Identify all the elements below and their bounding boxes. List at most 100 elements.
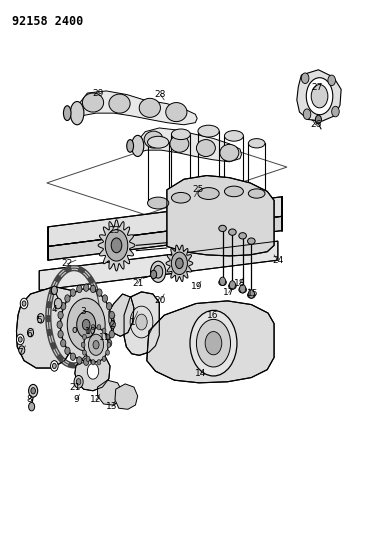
- Circle shape: [229, 281, 236, 289]
- Text: 19: 19: [192, 282, 203, 291]
- Text: 29: 29: [92, 88, 103, 98]
- Circle shape: [71, 325, 79, 335]
- Circle shape: [240, 285, 246, 293]
- Text: 15: 15: [247, 289, 259, 298]
- Circle shape: [70, 289, 75, 296]
- Polygon shape: [48, 197, 282, 246]
- Ellipse shape: [172, 192, 190, 203]
- Ellipse shape: [172, 129, 190, 140]
- Circle shape: [102, 328, 106, 333]
- Circle shape: [219, 277, 226, 286]
- Circle shape: [20, 298, 28, 309]
- Polygon shape: [48, 216, 282, 260]
- Text: 16: 16: [206, 311, 218, 320]
- Circle shape: [22, 301, 26, 306]
- Polygon shape: [16, 287, 79, 368]
- Ellipse shape: [239, 233, 246, 239]
- Circle shape: [87, 364, 99, 379]
- Circle shape: [82, 350, 86, 355]
- Circle shape: [65, 295, 70, 302]
- Text: 92158 2400: 92158 2400: [11, 15, 83, 28]
- Text: 27: 27: [312, 83, 323, 92]
- Circle shape: [97, 353, 102, 360]
- Ellipse shape: [144, 131, 163, 148]
- Text: 25: 25: [193, 185, 204, 195]
- Circle shape: [77, 357, 82, 364]
- Circle shape: [67, 298, 105, 351]
- Circle shape: [102, 347, 108, 354]
- Ellipse shape: [229, 229, 236, 235]
- Circle shape: [311, 85, 328, 108]
- Ellipse shape: [70, 101, 84, 125]
- Text: 9: 9: [73, 395, 79, 404]
- Text: 28: 28: [155, 90, 166, 99]
- Ellipse shape: [219, 279, 226, 286]
- Ellipse shape: [127, 140, 134, 152]
- Circle shape: [175, 258, 183, 269]
- Circle shape: [154, 265, 163, 278]
- Circle shape: [16, 334, 24, 345]
- Circle shape: [105, 230, 128, 261]
- Circle shape: [91, 325, 95, 330]
- Polygon shape: [109, 294, 134, 336]
- Circle shape: [82, 319, 90, 330]
- Circle shape: [106, 302, 112, 310]
- Circle shape: [28, 328, 34, 337]
- Polygon shape: [75, 91, 197, 125]
- Ellipse shape: [224, 131, 244, 141]
- Circle shape: [86, 356, 90, 361]
- Circle shape: [106, 340, 112, 347]
- Circle shape: [29, 402, 35, 411]
- Text: 20: 20: [155, 296, 166, 305]
- Circle shape: [328, 75, 336, 86]
- Circle shape: [77, 311, 96, 338]
- Circle shape: [97, 325, 101, 330]
- Text: 4: 4: [52, 305, 57, 314]
- Circle shape: [81, 342, 85, 348]
- Circle shape: [37, 313, 44, 323]
- Circle shape: [76, 378, 81, 385]
- Text: 7: 7: [17, 348, 23, 357]
- Ellipse shape: [224, 186, 244, 197]
- Circle shape: [65, 347, 70, 354]
- Circle shape: [151, 270, 157, 279]
- Circle shape: [196, 319, 231, 367]
- Circle shape: [97, 289, 102, 296]
- Ellipse shape: [248, 139, 265, 148]
- Circle shape: [303, 109, 311, 119]
- Ellipse shape: [64, 106, 71, 120]
- Circle shape: [51, 361, 58, 371]
- Ellipse shape: [239, 287, 246, 293]
- Text: 11: 11: [98, 334, 110, 342]
- Circle shape: [73, 327, 77, 333]
- Circle shape: [248, 290, 254, 298]
- Circle shape: [109, 330, 115, 338]
- Circle shape: [58, 311, 63, 319]
- Polygon shape: [297, 70, 341, 121]
- Circle shape: [31, 387, 35, 394]
- Polygon shape: [166, 245, 193, 281]
- Circle shape: [90, 285, 96, 293]
- Text: 3: 3: [81, 307, 87, 316]
- Text: 14: 14: [195, 369, 207, 378]
- Circle shape: [171, 252, 187, 274]
- Text: 2: 2: [109, 320, 115, 329]
- Circle shape: [84, 328, 108, 362]
- Text: 26: 26: [310, 120, 321, 130]
- Polygon shape: [124, 292, 159, 356]
- Text: 21: 21: [69, 383, 80, 392]
- Circle shape: [51, 286, 57, 295]
- Circle shape: [109, 311, 115, 319]
- Text: 17: 17: [223, 288, 234, 297]
- Polygon shape: [137, 128, 242, 162]
- Circle shape: [110, 321, 115, 328]
- Circle shape: [332, 106, 339, 117]
- Ellipse shape: [247, 238, 255, 244]
- Ellipse shape: [82, 93, 104, 112]
- Circle shape: [136, 314, 147, 330]
- Circle shape: [111, 238, 122, 253]
- Circle shape: [52, 364, 56, 368]
- Circle shape: [315, 115, 321, 124]
- Circle shape: [102, 356, 106, 361]
- Circle shape: [83, 284, 89, 292]
